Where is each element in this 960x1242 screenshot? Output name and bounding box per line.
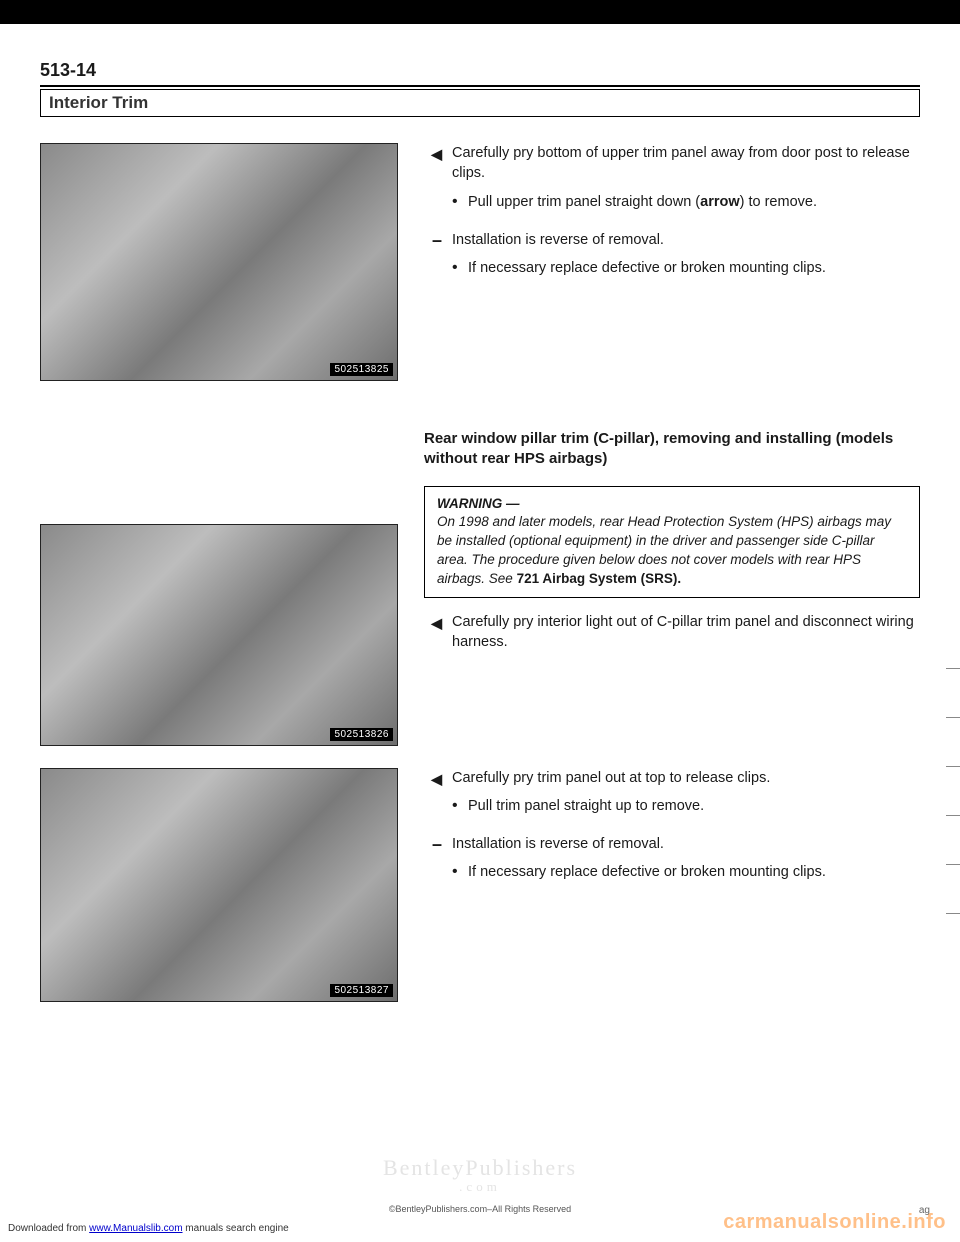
step-text: Carefully pry bottom of upper trim panel… (452, 145, 910, 181)
photo-1: 502513825 (40, 143, 398, 381)
row-4: 502513827 Carefully pry trim panel out a… (40, 768, 920, 1008)
photo-col-2: 502513826 (40, 486, 400, 746)
spacer-col (40, 415, 400, 486)
bullet-item: Pull trim panel straight up to remove. (452, 796, 920, 816)
triangle-marker-icon (424, 143, 442, 218)
download-pre: Downloaded from (8, 1223, 89, 1234)
text-col-3: Carefully pry trim panel out at top to r… (424, 768, 920, 1008)
row-3: 502513826 WARNING — On 1998 and later mo… (40, 486, 920, 746)
photo-tag-2: 502513826 (330, 728, 393, 741)
step-3a: Carefully pry trim panel out at top to r… (424, 768, 920, 823)
bullet-item: If necessary replace defective or broken… (452, 258, 920, 278)
step-body: Installation is reverse of removal. If n… (452, 834, 920, 889)
photo-2: 502513826 (40, 524, 398, 746)
step-body: Carefully pry bottom of upper trim panel… (452, 143, 920, 218)
bullet-list: If necessary replace defective or broken… (452, 862, 920, 882)
photo-col-3: 502513827 (40, 768, 400, 1008)
text-col-sub: Rear window pillar trim (C-pillar), remo… (424, 415, 920, 486)
step-text: Installation is reverse of removal. (452, 836, 664, 852)
photo-col-1: 502513825 (40, 143, 400, 393)
header-rule (40, 85, 920, 87)
bullet-post: ) to remove. (740, 194, 817, 210)
section-title: Interior Trim (40, 89, 920, 117)
copyright-text: ©BentleyPublishers.com–All Rights Reserv… (389, 1204, 571, 1214)
dash-marker-icon (424, 230, 442, 285)
bullet-list: If necessary replace defective or broken… (452, 258, 920, 278)
step-1b: Installation is reverse of removal. If n… (424, 230, 920, 285)
step-body: Installation is reverse of removal. If n… (452, 230, 920, 285)
warning-label: WARNING — (437, 495, 907, 514)
page-number: 513-14 (40, 60, 920, 81)
step-body: Carefully pry trim panel out at top to r… (452, 768, 920, 823)
text-col-2: WARNING — On 1998 and later models, rear… (424, 486, 920, 746)
bullet-pre: Pull upper trim panel straight down ( (468, 194, 700, 210)
watermark-main: BentleyPublishers (383, 1156, 577, 1180)
warning-ref: 721 Airbag System (SRS). (517, 571, 682, 586)
download-link[interactable]: www.Manualslib.com (89, 1223, 182, 1234)
step-text: Carefully pry trim panel out at top to r… (452, 770, 770, 786)
bullet-list: Pull upper trim panel straight down (arr… (452, 192, 920, 212)
download-note: Downloaded from www.Manualslib.com manua… (8, 1223, 289, 1234)
bullet-item: If necessary replace defective or broken… (452, 862, 920, 882)
step-text: Installation is reverse of removal. (452, 232, 664, 248)
watermark-sub: .com (383, 1180, 577, 1194)
photo-tag-1: 502513825 (330, 363, 393, 376)
triangle-marker-icon (424, 612, 442, 653)
top-black-bar (0, 0, 960, 24)
row-2: Rear window pillar trim (C-pillar), remo… (40, 415, 920, 486)
site-watermark: carmanualsonline.info (723, 1211, 946, 1234)
page-content: 513-14 Interior Trim 502513825 Carefully… (0, 24, 960, 1008)
bullet-list: Pull trim panel straight up to remove. (452, 796, 920, 816)
bullet-bold: arrow (700, 194, 740, 210)
warning-box: WARNING — On 1998 and later models, rear… (424, 486, 920, 598)
photo-3: 502513827 (40, 768, 398, 1002)
row-1: 502513825 Carefully pry bottom of upper … (40, 143, 920, 393)
photo-tag-3: 502513827 (330, 984, 393, 997)
download-post: manuals search engine (183, 1223, 289, 1234)
subheading: Rear window pillar trim (C-pillar), remo… (424, 429, 920, 470)
text-col-1: Carefully pry bottom of upper trim panel… (424, 143, 920, 393)
step-3b: Installation is reverse of removal. If n… (424, 834, 920, 889)
publisher-watermark: BentleyPublishers .com (383, 1156, 577, 1194)
triangle-marker-icon (424, 768, 442, 823)
step-body: Carefully pry interior light out of C-pi… (452, 612, 920, 653)
dash-marker-icon (424, 834, 442, 889)
step-1a: Carefully pry bottom of upper trim panel… (424, 143, 920, 218)
bullet-item: Pull upper trim panel straight down (arr… (452, 192, 920, 212)
step-2a: Carefully pry interior light out of C-pi… (424, 612, 920, 653)
